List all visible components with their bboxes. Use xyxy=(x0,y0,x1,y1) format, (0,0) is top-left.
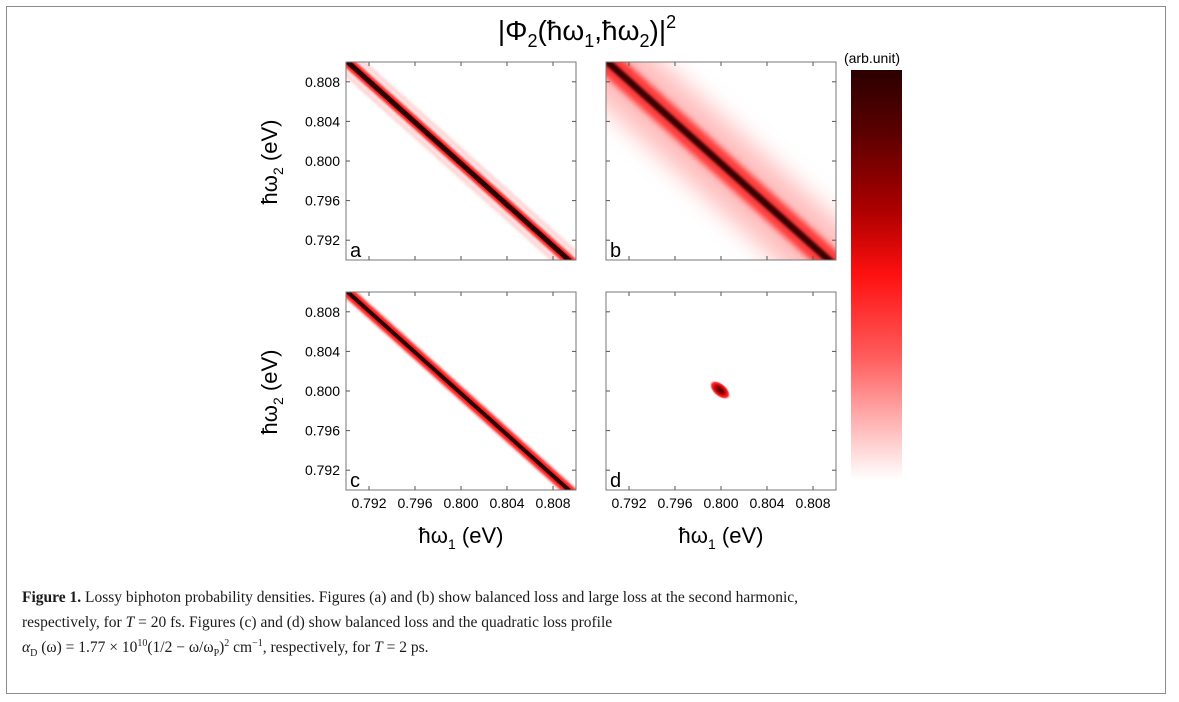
panel-a-label: a xyxy=(350,240,362,262)
x-tick-label-d: 0.792 xyxy=(611,495,646,511)
y-tick-label-a: 0.800 xyxy=(305,153,340,169)
panel-d-label: d xyxy=(610,470,621,492)
ylabel-bottom: ħω2 (eV) xyxy=(257,350,286,435)
x-tick-label-d: 0.796 xyxy=(657,495,692,511)
caption-line-1: Figure 1. Lossy biphoton probability den… xyxy=(22,589,798,606)
ylabel-top: ħω2 (eV) xyxy=(257,120,286,205)
panel-d xyxy=(606,292,836,490)
figure-caption: Figure 1. Lossy biphoton probability den… xyxy=(22,585,1152,660)
y-tick-label-c: 0.796 xyxy=(305,423,340,439)
y-tick-label-a: 0.792 xyxy=(305,232,340,248)
xlabel-right: ħω1 (eV) xyxy=(679,523,764,552)
y-tick-label-c: 0.804 xyxy=(305,343,340,359)
y-tick-label-c: 0.808 xyxy=(305,304,340,320)
y-tick-label-a: 0.804 xyxy=(305,113,340,129)
x-tick-label-d: 0.800 xyxy=(703,495,738,511)
colorbar-label: (arb.unit) xyxy=(844,50,900,66)
x-tick-label-d: 0.804 xyxy=(749,495,784,511)
panel-c-label: c xyxy=(350,470,360,492)
xlabel-left: ħω1 (eV) xyxy=(419,523,504,552)
axis-ticks: 0.792 0.796 0.800 0.804 0.808 0.792 0.796 0.800… xyxy=(305,62,836,511)
x-tick-label-c: 0.808 xyxy=(535,495,570,511)
x-tick-label-c: 0.800 xyxy=(443,495,478,511)
panel-c xyxy=(346,292,576,490)
figure-title: |Φ2(ħω1,ħω2)|2 xyxy=(498,12,676,51)
x-tick-label-d: 0.808 xyxy=(795,495,830,511)
y-tick-label-c: 0.800 xyxy=(305,383,340,399)
figure-frame xyxy=(6,6,1166,694)
x-tick-label-c: 0.804 xyxy=(489,495,524,511)
panel-b xyxy=(606,62,836,260)
caption-line-3: αD (ω) = 1.77 × 1010(1/2 − ω/ωP)2 cm−1, … xyxy=(22,637,429,660)
colorbar xyxy=(851,70,902,480)
y-tick-label-a: 0.796 xyxy=(305,193,340,209)
y-tick-label-c: 0.792 xyxy=(305,462,340,478)
panel-a xyxy=(346,62,576,260)
caption-line-2: respectively, for T = 20 fs. Figures (c)… xyxy=(22,614,613,631)
y-tick-label-a: 0.808 xyxy=(305,74,340,90)
x-tick-label-c: 0.796 xyxy=(397,495,432,511)
x-tick-label-c: 0.792 xyxy=(351,495,386,511)
panel-b-label: b xyxy=(610,240,621,262)
